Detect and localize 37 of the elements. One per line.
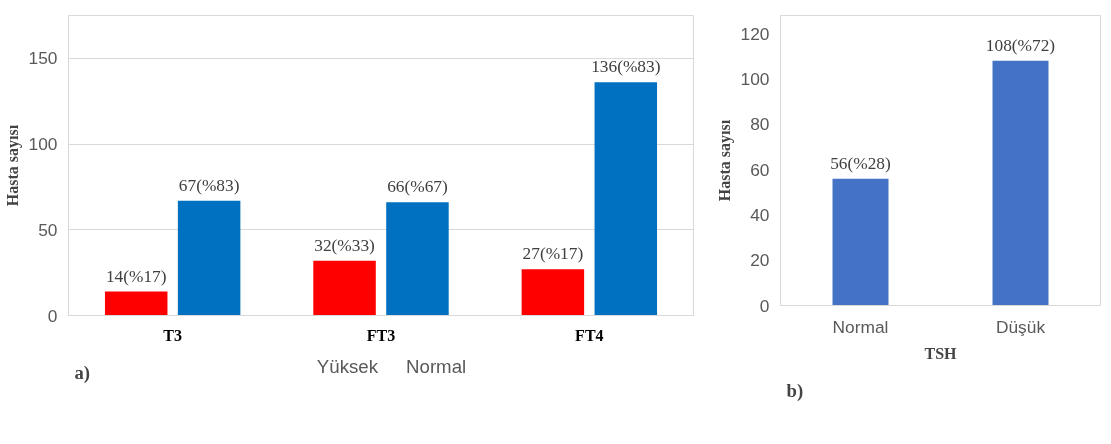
x-tick-label: FT4 <box>575 326 604 344</box>
bar <box>521 269 585 316</box>
x-tick-label: T3 <box>163 326 182 344</box>
text: Yüksek <box>316 356 379 378</box>
y-tick-label: 40 <box>750 204 770 225</box>
x-tick-label: Düşük <box>995 316 1046 337</box>
x-tick-label: Normal <box>832 316 889 337</box>
y-tick-label: 100 <box>740 68 770 89</box>
data-label: 136(%83) <box>591 57 661 77</box>
y-axis-title: Hasta sayısı <box>3 124 22 207</box>
y-tick-label: 80 <box>750 114 770 135</box>
data-label: 67(%83) <box>178 175 240 195</box>
y-tick-label: 0 <box>759 295 770 316</box>
bar <box>313 260 376 316</box>
y-tick-label: 100 <box>28 134 58 155</box>
text: a) <box>74 361 91 384</box>
y-tick-label: 60 <box>750 159 770 180</box>
text: b) <box>786 379 804 402</box>
bar <box>594 82 658 316</box>
data-label: 32(%33) <box>314 235 376 255</box>
bar <box>177 200 241 316</box>
data-label: 14(%17) <box>105 266 167 286</box>
data-label: 56(%28) <box>830 153 892 173</box>
y-tick-label: 120 <box>740 23 770 44</box>
bar <box>386 202 449 316</box>
text: Normal <box>406 356 467 378</box>
y-tick-label: 0 <box>47 305 58 326</box>
y-tick-label: 150 <box>28 48 58 69</box>
x-axis-title: TSH <box>924 344 958 362</box>
data-label: 66(%67) <box>387 177 448 197</box>
data-label: 27(%17) <box>522 244 584 264</box>
data-label: 108(%72) <box>985 35 1056 55</box>
y-tick-label: 50 <box>38 219 58 240</box>
y-axis-title: Hasta sayısı <box>715 119 734 202</box>
bar <box>104 291 168 316</box>
y-tick-label: 20 <box>750 250 770 271</box>
x-tick-label: FT3 <box>366 326 396 344</box>
